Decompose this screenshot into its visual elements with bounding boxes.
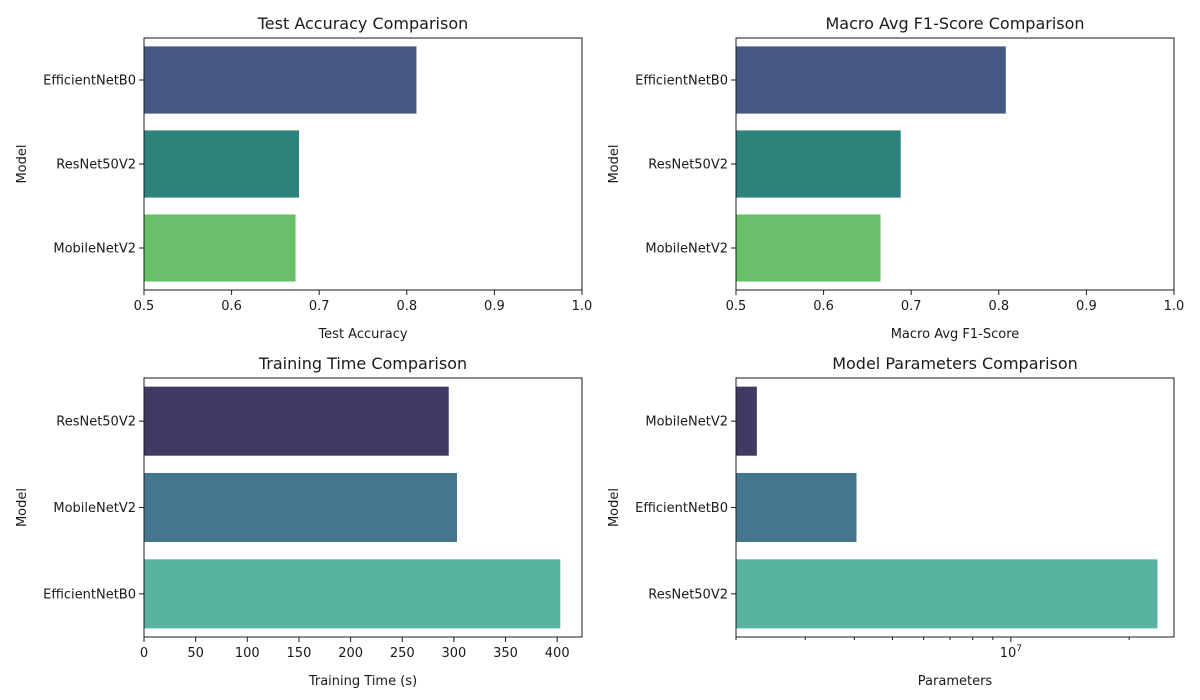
x-tick-label: 50 bbox=[187, 646, 204, 661]
x-tick-label: 300 bbox=[441, 646, 466, 661]
x-tick-label: 400 bbox=[545, 646, 570, 661]
x-tick-label: 200 bbox=[338, 646, 363, 661]
y-tick-label: MobileNetV2 bbox=[53, 501, 136, 516]
x-tick-label: 0.5 bbox=[134, 299, 155, 314]
bar-efficientnetb0 bbox=[144, 559, 561, 629]
y-axis-label: Model bbox=[607, 144, 622, 183]
x-axis-label: Training Time (s) bbox=[308, 674, 417, 689]
x-tick-label: 350 bbox=[493, 646, 518, 661]
chart-title: Training Time Comparison bbox=[258, 354, 467, 373]
bar-mobilenetv2 bbox=[736, 386, 757, 456]
chart-panel-4: MobileNetV2 EfficientNetB0 ResNet50V2 107 Mo… bbox=[607, 354, 1175, 689]
chart-title: Test Accuracy Comparison bbox=[257, 14, 469, 33]
y-tick-label: MobileNetV2 bbox=[645, 242, 728, 257]
x-tick-label: 100 bbox=[235, 646, 260, 661]
y-axis-label: Model bbox=[607, 488, 622, 527]
x-tick-label: 0.6 bbox=[221, 299, 242, 314]
bar-resnet50v2 bbox=[736, 130, 901, 198]
x-tick-label: 0.7 bbox=[901, 299, 922, 314]
chart-panel-1: EfficientNetB0 ResNet50V2 MobileNetV2 0.5 0.… bbox=[15, 14, 592, 342]
x-tick-label: 0.8 bbox=[396, 299, 417, 314]
bar-efficientnetb0 bbox=[736, 472, 857, 543]
x-tick-label: 1.0 bbox=[572, 299, 593, 314]
plot-frame bbox=[143, 37, 583, 291]
y-axis-label: Model bbox=[15, 488, 30, 527]
x-tick-label: 107 bbox=[1000, 644, 1022, 661]
bar-efficientnetb0 bbox=[736, 46, 1006, 114]
x-tick-label: 0.7 bbox=[309, 299, 330, 314]
y-tick-label: ResNet50V2 bbox=[648, 158, 728, 173]
x-tick-label: 0 bbox=[140, 646, 148, 661]
y-tick-label: MobileNetV2 bbox=[645, 415, 728, 430]
y-tick-label: ResNet50V2 bbox=[56, 158, 136, 173]
bar-resnet50v2 bbox=[144, 386, 449, 456]
x-tick-label: 0.9 bbox=[1076, 299, 1097, 314]
x-tick-label: 150 bbox=[287, 646, 312, 661]
y-tick-label: MobileNetV2 bbox=[53, 242, 136, 257]
y-tick-label: ResNet50V2 bbox=[56, 415, 136, 430]
plot-frame bbox=[735, 37, 1175, 291]
plot-frame bbox=[143, 377, 583, 638]
chart-panel-2: EfficientNetB0 ResNet50V2 MobileNetV2 0.5 0.… bbox=[607, 14, 1184, 342]
x-axis-label: Macro Avg F1-Score bbox=[891, 327, 1020, 342]
y-tick-label: EfficientNetB0 bbox=[635, 74, 728, 89]
x-axis-label: Test Accuracy bbox=[317, 327, 407, 342]
chart-title: Macro Avg F1-Score Comparison bbox=[825, 14, 1084, 33]
y-axis-label: Model bbox=[15, 144, 30, 183]
x-tick-label: 0.5 bbox=[726, 299, 747, 314]
x-tick-label: 250 bbox=[390, 646, 415, 661]
x-axis-label: Parameters bbox=[918, 674, 993, 689]
y-tick-label: ResNet50V2 bbox=[648, 587, 728, 602]
bar-efficientnetb0 bbox=[144, 46, 417, 114]
bar-mobilenetv2 bbox=[144, 472, 458, 543]
y-tick-label: EfficientNetB0 bbox=[635, 501, 728, 516]
x-tick-label: 0.6 bbox=[813, 299, 834, 314]
x-tick-label: 1.0 bbox=[1164, 299, 1185, 314]
plot-frame bbox=[735, 377, 1175, 638]
chart-title: Model Parameters Comparison bbox=[832, 354, 1078, 373]
y-tick-label: EfficientNetB0 bbox=[43, 74, 136, 89]
bar-resnet50v2 bbox=[144, 130, 300, 198]
y-tick-label: EfficientNetB0 bbox=[43, 587, 136, 602]
x-tick-label: 0.8 bbox=[988, 299, 1009, 314]
bar-mobilenetv2 bbox=[736, 214, 881, 282]
bar-mobilenetv2 bbox=[144, 214, 296, 282]
x-tick-label: 0.9 bbox=[484, 299, 505, 314]
chart-panel-3: ResNet50V2 MobileNetV2 EfficientNetB0 0 50 10… bbox=[15, 354, 583, 689]
bar-resnet50v2 bbox=[736, 559, 1158, 629]
